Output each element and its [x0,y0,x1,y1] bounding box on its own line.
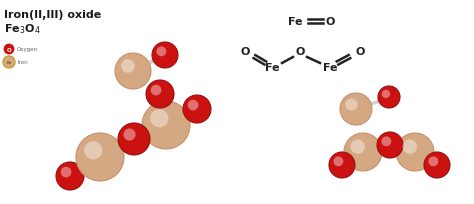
Circle shape [84,141,102,160]
Text: Fe: Fe [6,61,12,65]
Text: Fe: Fe [288,17,302,27]
Circle shape [333,157,343,166]
Circle shape [377,132,403,158]
Circle shape [346,99,357,111]
Text: O: O [356,47,365,57]
Circle shape [3,57,15,69]
Circle shape [350,140,365,154]
Circle shape [382,137,392,147]
Circle shape [378,86,400,109]
Text: O: O [7,47,11,52]
Circle shape [123,129,136,141]
Text: O: O [295,47,305,57]
Circle shape [340,94,372,125]
Circle shape [188,100,199,111]
Circle shape [118,123,150,155]
Circle shape [76,133,124,181]
Circle shape [156,47,166,57]
Circle shape [115,54,151,90]
Circle shape [396,133,434,171]
Circle shape [56,162,84,190]
Circle shape [3,44,15,56]
Circle shape [424,152,450,178]
Circle shape [151,85,162,96]
Text: Iron: Iron [17,60,27,65]
Circle shape [61,167,72,177]
Circle shape [382,90,390,99]
Circle shape [150,110,168,128]
Circle shape [344,133,382,171]
Text: Oxygen: Oxygen [17,47,38,52]
Text: Fe$_3$O$_4$: Fe$_3$O$_4$ [4,22,41,36]
Text: O: O [325,17,335,27]
Circle shape [121,60,135,73]
Circle shape [402,140,417,154]
Text: Iron(II,III) oxide: Iron(II,III) oxide [4,10,101,20]
Circle shape [152,43,178,69]
Circle shape [142,102,190,149]
Text: Fe: Fe [323,63,337,73]
Text: O: O [240,47,250,57]
Text: Fe: Fe [265,63,279,73]
Circle shape [329,152,355,178]
Circle shape [146,81,174,109]
Circle shape [428,157,438,166]
Circle shape [183,95,211,123]
